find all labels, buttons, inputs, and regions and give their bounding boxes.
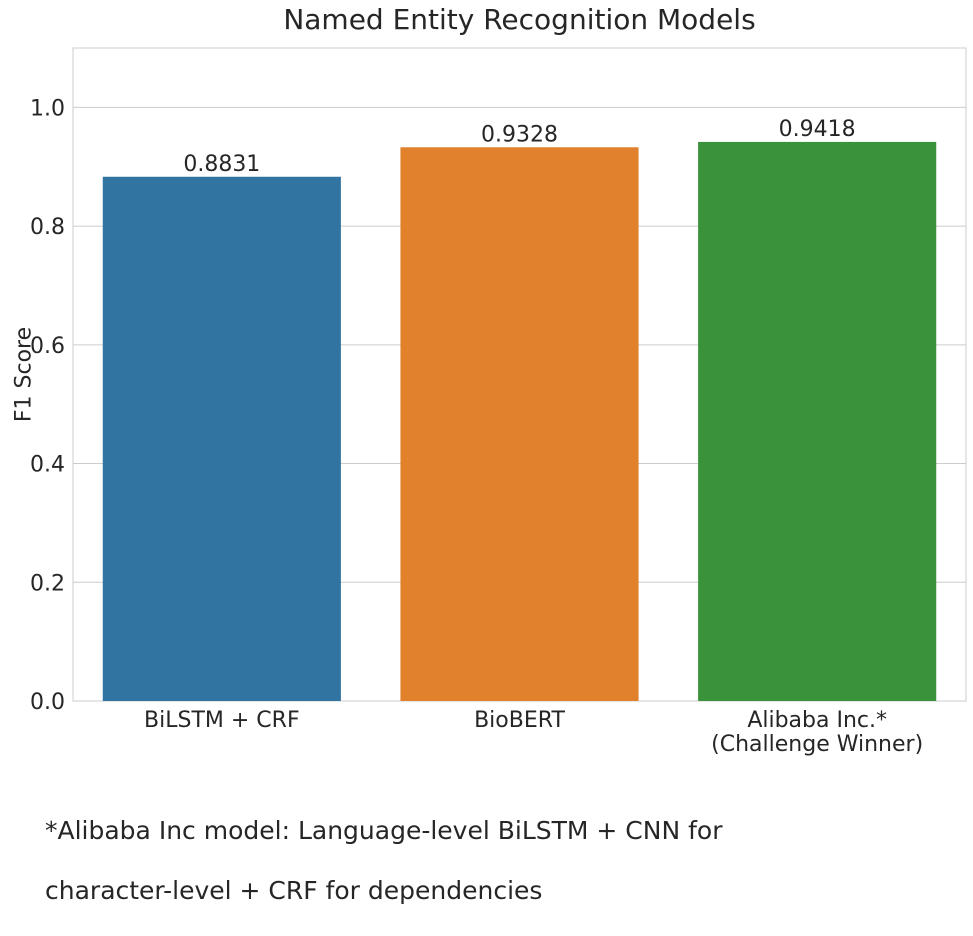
chart-title: Named Entity Recognition Models — [283, 3, 755, 36]
footnote: *Alibaba Inc model: Language-level BiLST… — [45, 786, 945, 936]
bar-value-label: 0.9328 — [481, 122, 558, 147]
x-tick-label: BioBERT — [474, 708, 565, 733]
y-axis-label: F1 Score — [12, 327, 37, 422]
bar — [400, 147, 639, 702]
footnote-line: character-level + CRF for dependencies — [45, 876, 543, 905]
bars — [102, 141, 937, 702]
x-tick-label: Alibaba Inc.* — [747, 708, 887, 733]
bar — [698, 141, 937, 701]
chart: 0.8831 0.9328 0.9418 0.0 0.2 0.4 0.6 0.8 1.0 Bi… — [12, 3, 967, 757]
bar — [102, 176, 341, 702]
y-tick-label: 1.0 — [30, 96, 65, 121]
bar-value-label: 0.9418 — [779, 117, 856, 142]
x-tick-label: BiLSTM + CRF — [144, 708, 300, 733]
y-tick-label: 0.8 — [30, 215, 65, 240]
y-tick-labels: 0.0 0.2 0.4 0.6 0.8 1.0 — [30, 96, 65, 715]
x-tick-labels: BiLSTM + CRF BioBERT Alibaba Inc.*(Challen… — [144, 708, 923, 757]
y-tick-label: 0.2 — [30, 571, 65, 596]
x-tick-label: (Challenge Winner) — [711, 732, 923, 757]
y-tick-label: 0.6 — [30, 334, 65, 359]
data-labels: 0.8831 0.9328 0.9418 — [183, 117, 855, 177]
bar-value-label: 0.8831 — [183, 152, 260, 177]
footnote-line: *Alibaba Inc model: Language-level BiLST… — [45, 816, 723, 845]
y-tick-label: 0.4 — [30, 453, 65, 478]
y-tick-label: 0.0 — [30, 690, 65, 715]
